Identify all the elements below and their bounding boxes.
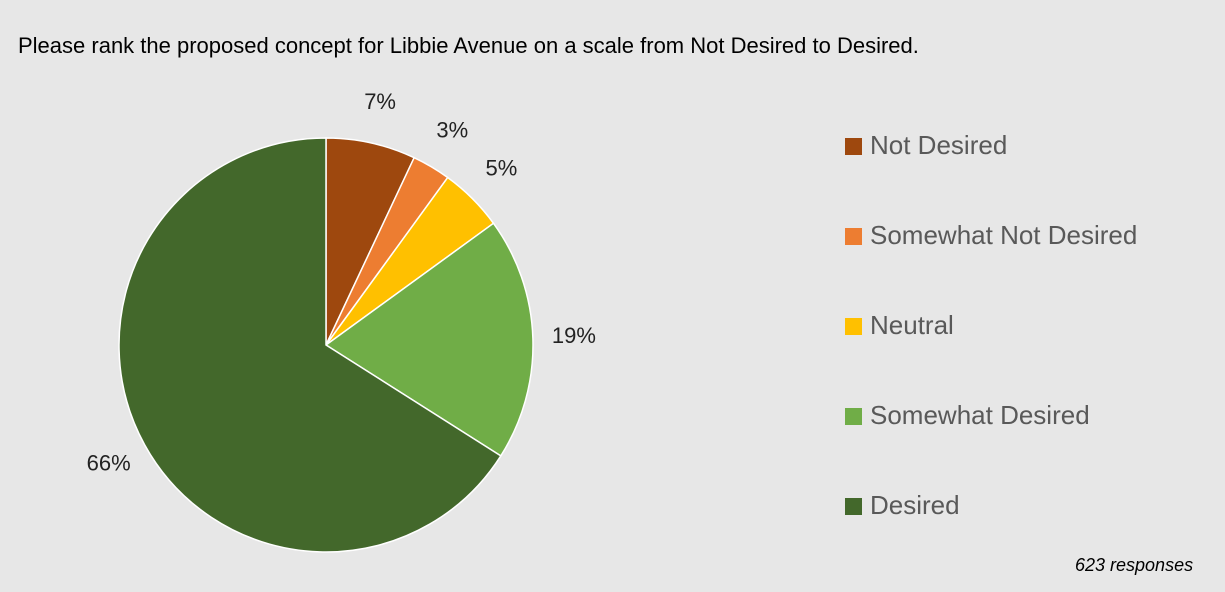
data-label: 19%: [552, 323, 596, 348]
legend-swatch: [845, 228, 862, 245]
annotation: 623 responses: [1075, 555, 1193, 575]
data-label: 5%: [485, 155, 517, 180]
legend-label: Somewhat Not Desired: [870, 220, 1137, 250]
legend-label: Not Desired: [870, 130, 1007, 160]
pie-slice: [118, 137, 502, 553]
legend-label: Neutral: [870, 310, 954, 340]
legend-label: Somewhat Desired: [870, 400, 1090, 430]
chart-title: Please rank the proposed concept for Lib…: [18, 33, 919, 58]
data-label: 7%: [364, 89, 396, 114]
legend-label: Desired: [870, 490, 960, 520]
legend-swatch: [845, 408, 862, 425]
legend-swatch: [845, 498, 862, 515]
data-label: 3%: [436, 117, 468, 142]
data-label: 66%: [87, 450, 131, 475]
legend-swatch: [845, 138, 862, 155]
pie-slice: [324, 222, 534, 457]
legend-swatch: [845, 318, 862, 335]
